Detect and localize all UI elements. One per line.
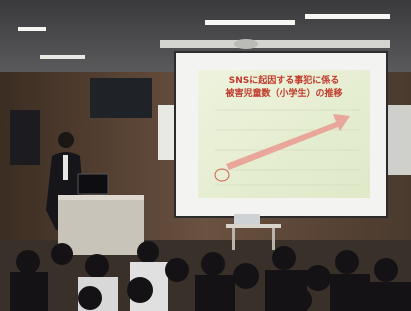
page: {"slide": {"title_lines": ["SNSに起因する事犯に係… xyxy=(0,0,411,311)
projection-screen: SNSに起因する事犯に係る 被害児童数（小学生）の推移 xyxy=(175,52,387,217)
scene: SNSに起因する事犯に係る 被害児童数（小学生）の推移 xyxy=(0,0,411,311)
slide-title: SNSに起因する事犯に係る xyxy=(229,74,340,86)
slide-title: 被害児童数（小学生）の推移 xyxy=(224,87,342,99)
podium xyxy=(58,195,144,255)
